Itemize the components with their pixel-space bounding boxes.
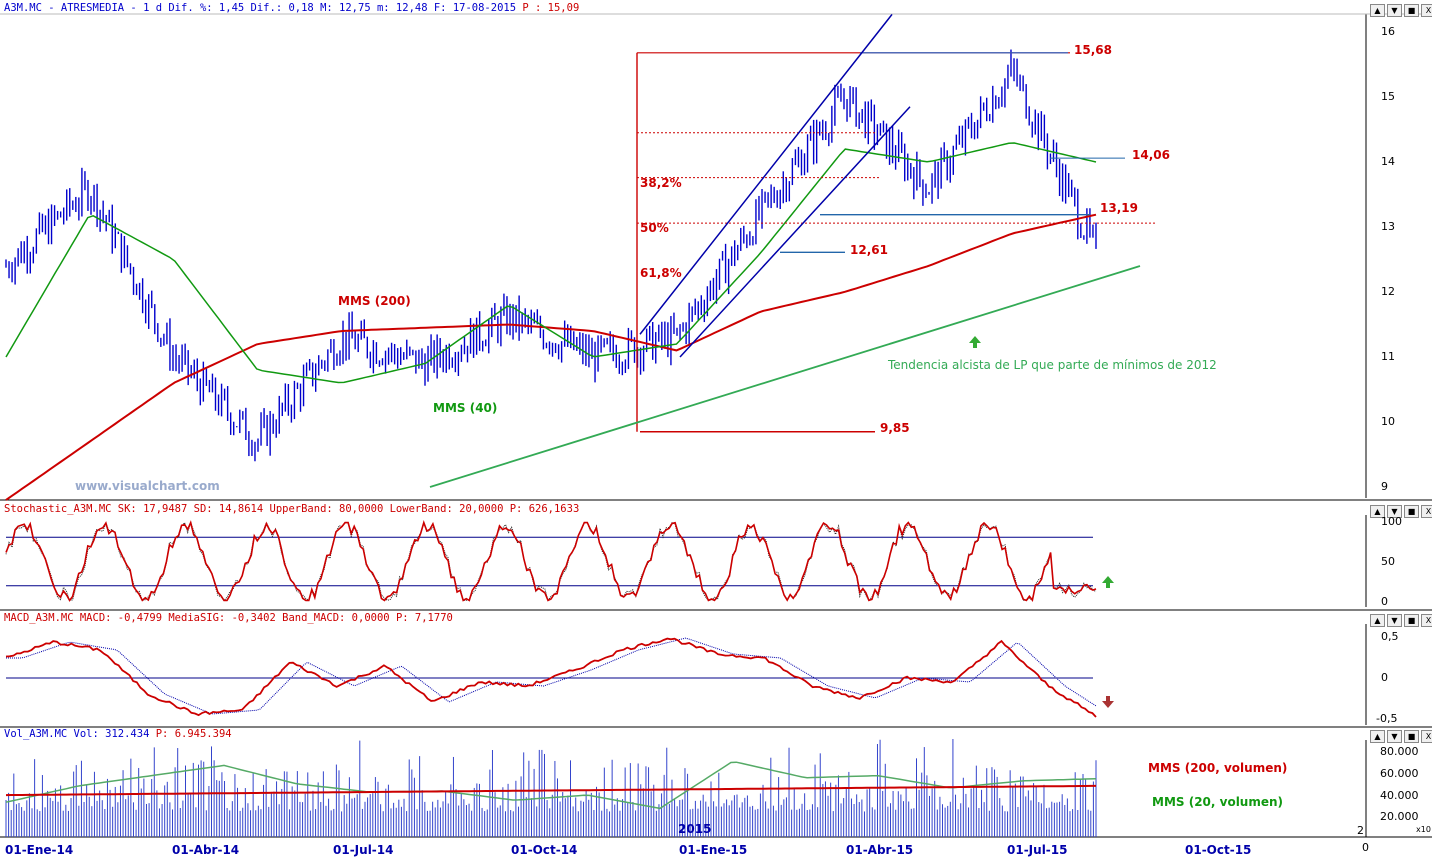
level-985-label: 9,85 [880, 421, 910, 435]
stoch-window-buttons: ▲ ▼ ■ X [1370, 505, 1432, 518]
scroll-down-button[interactable]: ▼ [1387, 505, 1402, 518]
main-header: A3M.MC - ATRESMEDIA - 1 d Dif. %: 1,45 D… [4, 2, 579, 14]
up-arrow-icon [969, 336, 981, 348]
x-tick-label: 01-Abr-14 [172, 843, 240, 857]
close-button[interactable]: X [1421, 730, 1432, 743]
macd-tick: -0,5 [1376, 712, 1398, 725]
stoch-tick: 0 [1381, 595, 1388, 608]
stoch-up-arrow-icon [1102, 576, 1114, 588]
trend-note: Tendencia alcista de LP que parte de mín… [888, 358, 1217, 372]
main-window-buttons: ▲ ▼ ■ X [1370, 4, 1432, 17]
maximize-button[interactable]: ■ [1404, 730, 1419, 743]
macd-header-p: P: 7,1770 [395, 612, 453, 624]
corner-label: 2 [1357, 824, 1364, 837]
volume-mms20-line [5, 761, 1097, 810]
fib-50-label: 50% [640, 221, 669, 235]
x10-label: x10 [1416, 825, 1431, 834]
main-header-p: P : 15,09 [522, 2, 580, 14]
maximize-button[interactable]: ■ [1404, 4, 1419, 17]
x-tick-label: 01-Oct-15 [1185, 843, 1252, 857]
y-tick: 11 [1381, 350, 1395, 363]
macd-down-arrow-icon [1102, 696, 1114, 708]
scroll-down-button[interactable]: ▼ [1387, 614, 1402, 627]
y-tick: 9 [1381, 480, 1388, 493]
mms40-line [5, 142, 1097, 384]
maximize-button[interactable]: ■ [1404, 614, 1419, 627]
channel-lower-line [679, 106, 911, 358]
x-axis-right-zero: 0 [1362, 841, 1369, 854]
scroll-down-button[interactable]: ▼ [1387, 730, 1402, 743]
vol-tick: 40.000 [1380, 789, 1419, 802]
macd-window-buttons: ▲ ▼ ■ X [1370, 614, 1432, 627]
level-1261-label: 12,61 [850, 243, 888, 257]
fib-618-label: 61,8% [640, 266, 682, 280]
vol-window-buttons: ▲ ▼ ■ X [1370, 730, 1432, 743]
mms40-label: MMS (40) [433, 401, 498, 415]
macd-header-text: MACD_A3M.MC MACD: -0,4799 MediaSIG: -0,3… [4, 612, 390, 624]
year-mark: 2015 [678, 822, 712, 836]
x-tick-label: 01-Jul-14 [333, 843, 394, 857]
close-button[interactable]: X [1421, 4, 1432, 17]
close-button[interactable]: X [1421, 614, 1432, 627]
y-tick: 14 [1381, 155, 1395, 168]
y-tick: 13 [1381, 220, 1395, 233]
vol-tick: 80.000 [1380, 745, 1419, 758]
x-tick-label: 01-Ene-15 [679, 843, 748, 857]
stoch-tick: 50 [1381, 555, 1395, 568]
fib-382-label: 38,2% [640, 176, 682, 190]
stoch-header-text: Stochastic_A3M.MC SK: 17,9487 SD: 14,861… [4, 503, 504, 515]
y-tick: 10 [1381, 415, 1395, 428]
maximize-button[interactable]: ■ [1404, 505, 1419, 518]
price-bars [5, 49, 1097, 462]
x-tick-label: 01-Ene-14 [5, 843, 74, 857]
x-tick-label: 01-Oct-14 [511, 843, 578, 857]
macd-header: MACD_A3M.MC MACD: -0,4799 MediaSIG: -0,3… [4, 612, 453, 624]
y-tick: 12 [1381, 285, 1395, 298]
macd-tick: 0 [1381, 671, 1388, 684]
mms200-label: MMS (200) [338, 294, 411, 308]
scroll-up-button[interactable]: ▲ [1370, 4, 1385, 17]
macd-line [5, 637, 1097, 718]
stoch-header: Stochastic_A3M.MC SK: 17,9487 SD: 14,861… [4, 503, 579, 515]
level-1568-label: 15,68 [1074, 43, 1112, 57]
level-1406-label: 14,06 [1132, 148, 1170, 162]
scroll-down-button[interactable]: ▼ [1387, 4, 1402, 17]
vol-header-p: P: 6.945.394 [155, 728, 232, 740]
stoch-header-p: P: 626,1633 [509, 503, 580, 515]
vol-tick: 20.000 [1380, 810, 1419, 823]
macd-tick: 0,5 [1381, 630, 1399, 643]
y-tick: 15 [1381, 90, 1395, 103]
mms200-line [5, 213, 1097, 501]
mms20-vol-label: MMS (20, volumen) [1152, 795, 1284, 809]
channel-upper-line [639, 13, 893, 335]
vol-header-text: Vol_A3M.MC Vol: 312.434 [4, 728, 150, 740]
vol-tick: 60.000 [1380, 767, 1419, 780]
level-1319-label: 13,19 [1100, 201, 1138, 215]
stoch-tick: 100 [1381, 515, 1402, 528]
lt-trend-line [429, 265, 1141, 488]
stoch-sd-line [5, 520, 1097, 602]
mms200-vol-label: MMS (200, volumen) [1148, 761, 1288, 775]
scroll-up-button[interactable]: ▲ [1370, 505, 1385, 518]
close-button[interactable]: X [1421, 505, 1432, 518]
volume-mms200-line [5, 784, 1096, 797]
x-tick-label: 01-Abr-15 [846, 843, 914, 857]
y-tick: 16 [1381, 25, 1395, 38]
x-tick-label: 01-Jul-15 [1007, 843, 1068, 857]
watermark: www.visualchart.com [75, 479, 220, 493]
vol-header: Vol_A3M.MC Vol: 312.434 P: 6.945.394 [4, 728, 232, 740]
stoch-sk-line [5, 520, 1097, 602]
scroll-up-button[interactable]: ▲ [1370, 614, 1385, 627]
scroll-up-button[interactable]: ▲ [1370, 730, 1385, 743]
macd-signal-line [6, 637, 1097, 715]
main-header-text: A3M.MC - ATRESMEDIA - 1 d Dif. %: 1,45 D… [4, 2, 517, 14]
